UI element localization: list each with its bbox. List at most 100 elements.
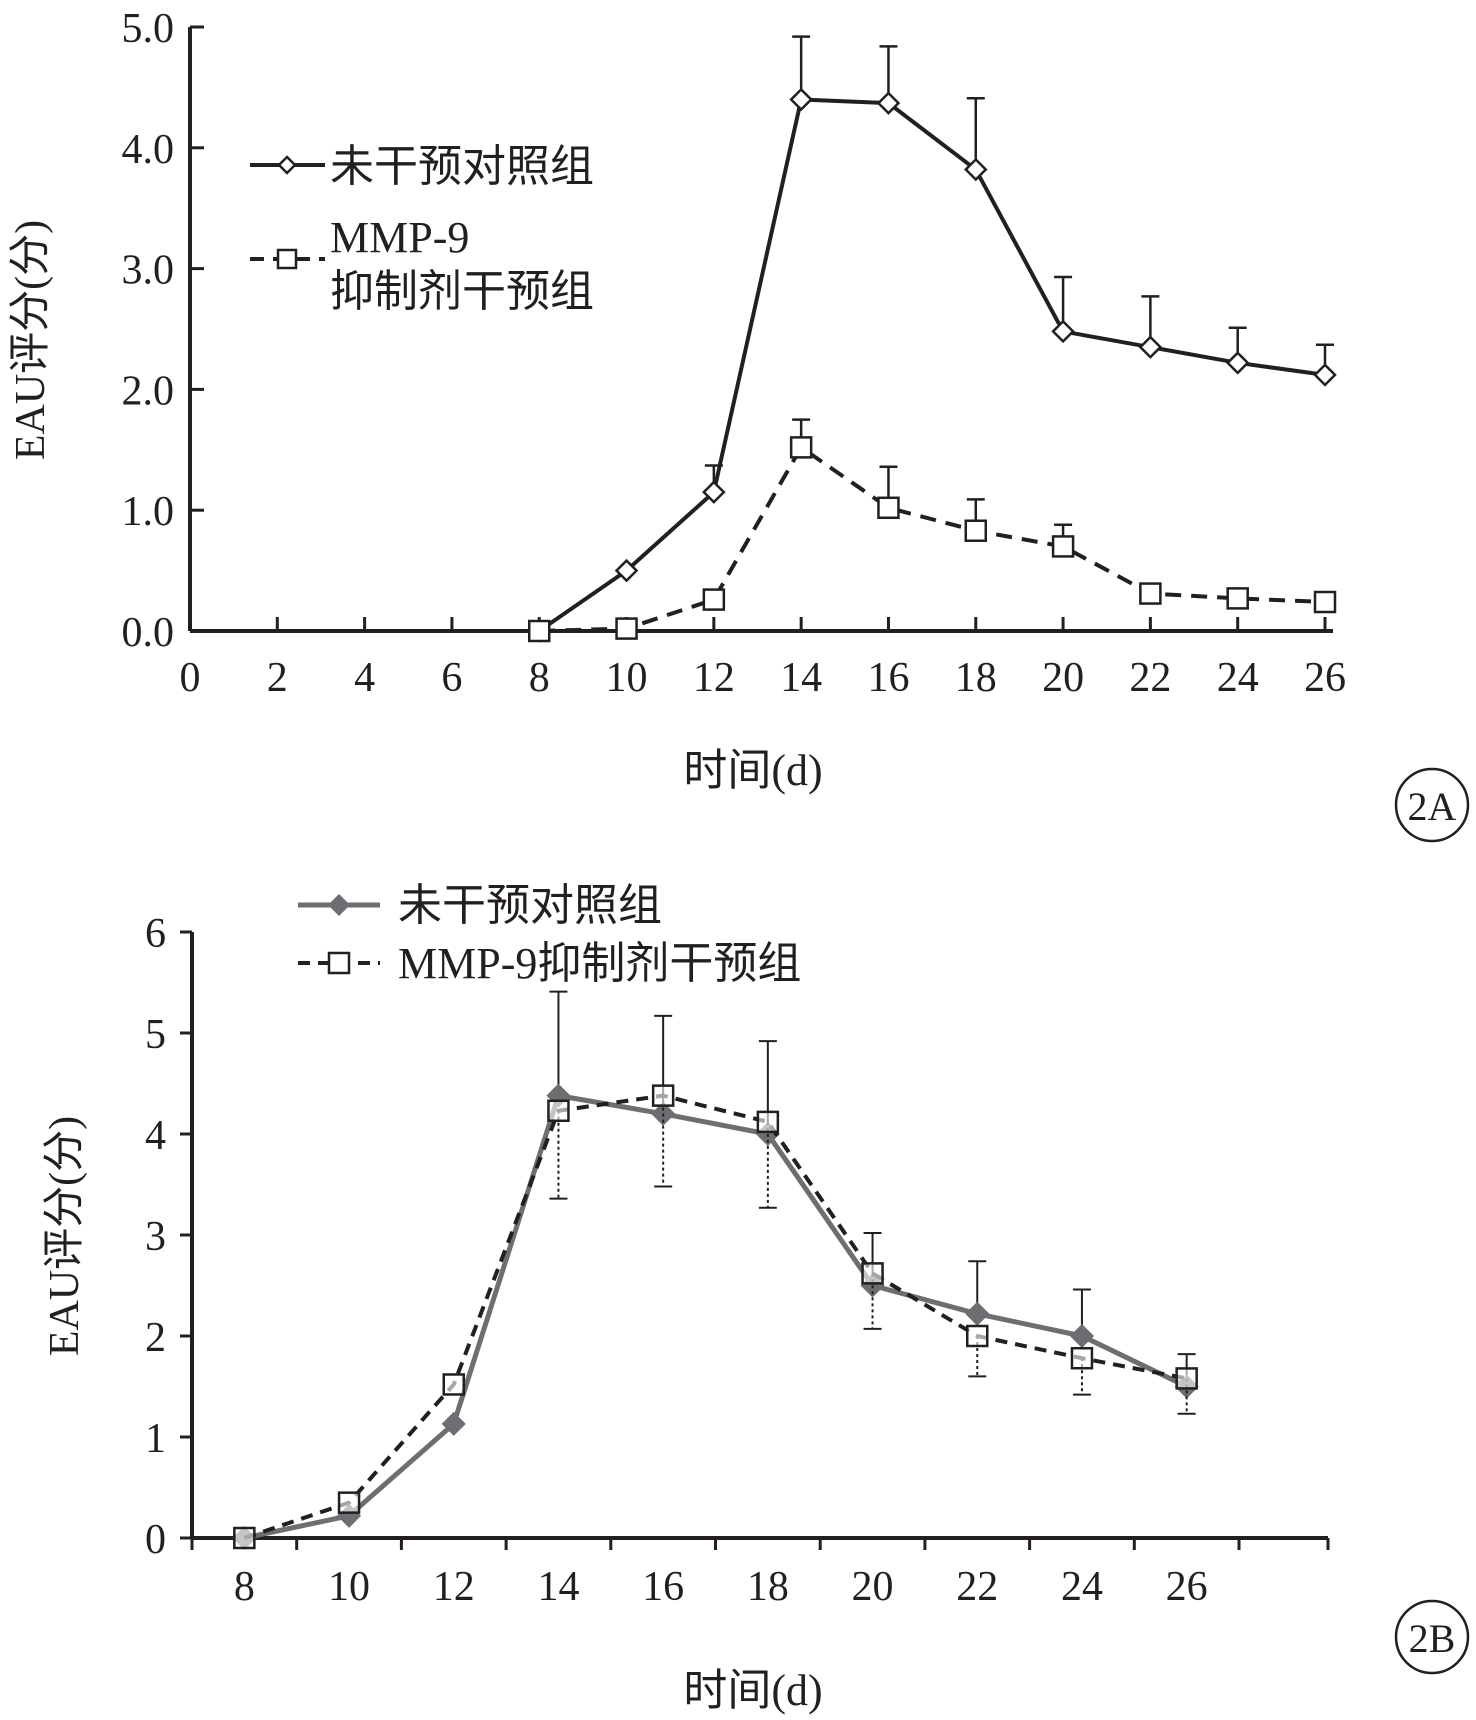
data-point-diamond [1225, 351, 1250, 375]
y-tick-label: 0.0 [122, 610, 175, 656]
data-point-square [1313, 590, 1337, 614]
x-tick-label: 12 [433, 1564, 475, 1610]
x-tick-label: 2 [267, 655, 288, 701]
legend-label-inhibitor-2b: MMP-9抑制剂干预组 [398, 939, 801, 988]
panel-label-2b: 2B [1409, 1616, 1456, 1661]
series-line [243, 1093, 1188, 1540]
series-group-2a [527, 35, 1337, 643]
legend-2b: 未干预对照组 MMP-9抑制剂干预组 [298, 881, 801, 988]
data-point-square [964, 519, 988, 542]
data-point-square [442, 1373, 466, 1396]
x-tick-label: 26 [1304, 655, 1346, 701]
data-point-square [233, 1526, 256, 1550]
x-axis-label-2b: 时间(d) [683, 1666, 822, 1715]
x-tick-label: 20 [852, 1564, 894, 1610]
panel-label-circle-2a [1394, 767, 1470, 843]
x-tick-label: 16 [867, 655, 909, 701]
data-point-square [1139, 582, 1162, 605]
data-point-square [756, 1110, 780, 1134]
y-axis-label-2a: EAU评分(分) [8, 220, 54, 460]
series-inhibitor-2a [527, 418, 1337, 643]
y-tick-label: 0 [145, 1517, 166, 1563]
x-tick-label: 14 [537, 1564, 579, 1610]
data-point-square [651, 1084, 675, 1107]
series-control-2a [527, 35, 1337, 643]
y-tick-label: 1 [145, 1416, 166, 1462]
data-point-diamond [1313, 363, 1337, 387]
legend-label-inhibitor-line1: MMP-9 [330, 213, 469, 262]
data-point-diamond [1138, 335, 1163, 359]
panel-label-2a: 2A [1408, 784, 1457, 829]
x-tick-label: 4 [354, 655, 375, 701]
x-tick-label: 16 [642, 1564, 684, 1610]
y-tick-label: 3 [145, 1214, 166, 1260]
data-point-diamond [441, 1411, 466, 1436]
x-tick-label: 14 [780, 655, 822, 701]
series-line [539, 445, 1326, 633]
data-point-square [527, 619, 551, 643]
series-line [538, 97, 1326, 633]
x-tick-label: 26 [1166, 1564, 1208, 1610]
panel-label-circle-2b [1394, 1599, 1470, 1675]
y-tick-label: 1.0 [122, 489, 175, 535]
data-point-square [1226, 587, 1249, 610]
y-tick-label: 3.0 [122, 248, 175, 294]
series-group-2b [232, 990, 1199, 1551]
x-tick-label: 6 [441, 655, 462, 701]
square-marker-icon [276, 248, 298, 270]
x-tick-label: 0 [180, 655, 201, 701]
panel-2a: 0.01.02.03.04.05.00 2 4 6 8 10 12 14 16 18 20 22 24 2… [8, 6, 1470, 843]
y-tick-label: 5 [145, 1012, 166, 1058]
diamond-filled-marker-icon [327, 893, 351, 917]
x-tick-label: 18 [747, 1564, 789, 1610]
legend-label-control: 未干预对照组 [330, 142, 594, 191]
data-point-diamond [876, 91, 901, 115]
x-tick-label: 10 [606, 655, 648, 701]
data-point-diamond [965, 1301, 990, 1326]
x-tick-label: 22 [956, 1564, 998, 1610]
data-point-square [1175, 1367, 1198, 1390]
x-tick-label: 20 [1042, 655, 1084, 701]
diamond-marker-icon [277, 155, 297, 175]
data-point-square [702, 588, 726, 611]
x-tick-label: 8 [234, 1564, 255, 1610]
legend-label-inhibitor-line2: 抑制剂干预组 [330, 267, 594, 316]
data-point-square [1070, 1346, 1094, 1370]
square-marker-icon-2b [327, 951, 351, 975]
x-axis-label-2a: 时间(d) [683, 746, 822, 795]
data-point-diamond [1051, 319, 1075, 344]
data-point-diamond [614, 558, 639, 583]
y-tick-label: 2 [145, 1315, 166, 1361]
x-tick-label: 24 [1061, 1564, 1103, 1610]
legend-label-control-2b: 未干预对照组 [398, 881, 662, 930]
data-point-square [966, 1324, 989, 1348]
data-point-diamond [964, 157, 988, 182]
data-point-square [789, 436, 813, 459]
data-point-diamond [789, 87, 813, 112]
x-tick-label: 12 [693, 655, 735, 701]
data-point-square [877, 496, 900, 520]
x-tick-label: 8 [529, 655, 550, 701]
y-tick-label: 2.0 [122, 368, 175, 414]
x-tick-label: 22 [1129, 655, 1171, 701]
x-tick-label: 18 [955, 655, 997, 701]
legend-2a: 未干预对照组 MMP-9 抑制剂干预组 [250, 142, 594, 316]
y-tick-label: 4.0 [122, 127, 175, 173]
y-tick-label: 6 [145, 911, 166, 957]
y-tick-label: 4 [145, 1113, 166, 1159]
axes-2a: 0.01.02.03.04.05.00 2 4 6 8 10 12 14 16 18 20 22 24 2… [122, 6, 1347, 701]
data-point-diamond [1069, 1323, 1095, 1349]
data-point-square [861, 1262, 884, 1285]
x-tick-label: 10 [328, 1564, 370, 1610]
series-inhibitor-2b [233, 1084, 1198, 1550]
series-line [243, 1093, 1188, 1541]
data-point-square [615, 617, 638, 640]
data-point-diamond [702, 480, 726, 504]
data-point-square [337, 1491, 361, 1514]
series-control-2b [232, 990, 1199, 1551]
y-tick-label: 5.0 [122, 6, 175, 52]
data-point-square [1051, 535, 1075, 558]
